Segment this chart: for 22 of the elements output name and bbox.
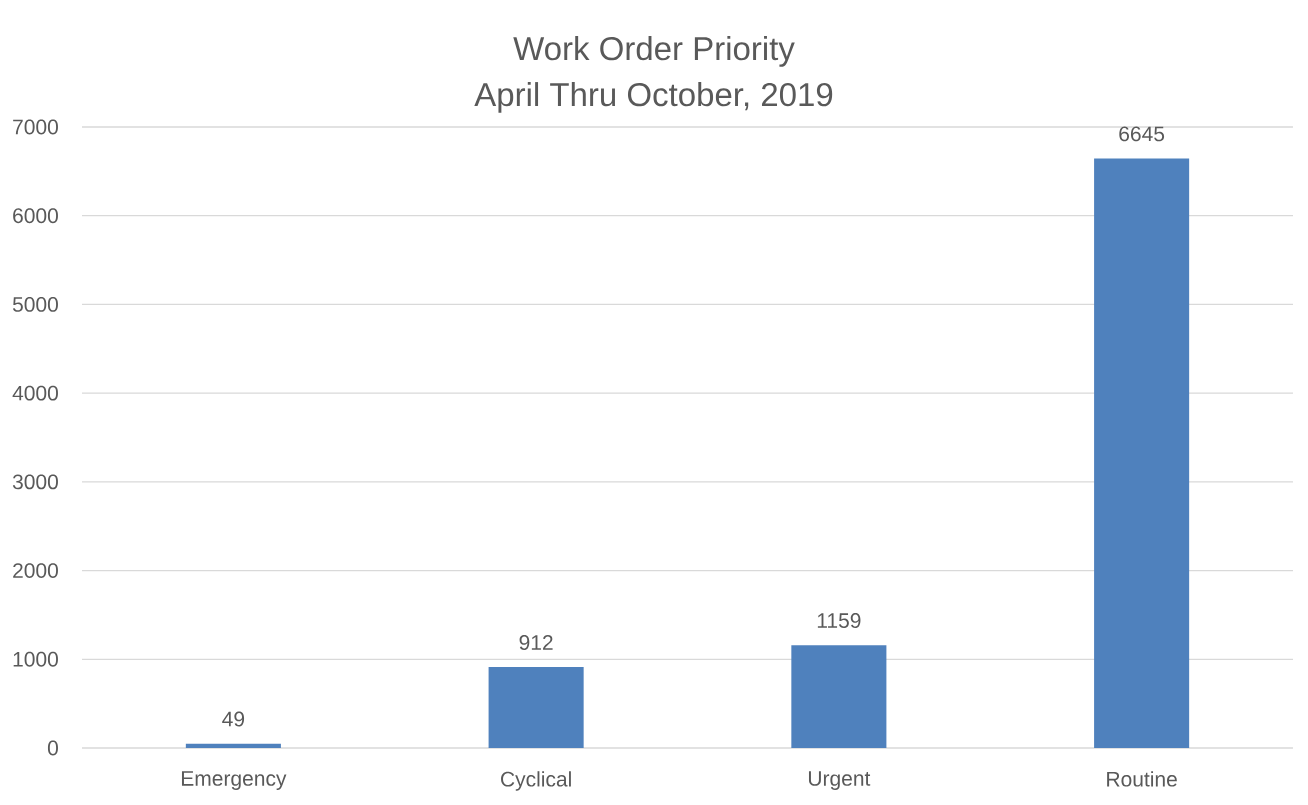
bar [488, 667, 584, 748]
x-tick-label: Routine [1107, 771, 1177, 787]
y-tick-label: 6000 [13, 208, 58, 224]
y-tick-label: 5000 [12, 297, 58, 312]
data-label: 1159 [817, 613, 861, 628]
y-tick-label: 1000 [13, 651, 58, 667]
x-tick-label: Cyclical [501, 771, 571, 791]
y-tick-label: 3000 [12, 474, 58, 490]
x-tick-label: Urgent [808, 771, 871, 791]
bar [185, 743, 281, 748]
chart-title: Work Order Priority [513, 36, 795, 67]
y-tick-label: 4000 [12, 385, 58, 401]
y-tick-label: 7000 [13, 119, 58, 135]
data-label: 49 [222, 711, 245, 727]
chart-subtitle: April Thru October, 2019 [474, 82, 833, 113]
data-label: 912 [519, 635, 553, 650]
x-tick-label: Emergency [181, 771, 287, 791]
y-tick-label: 0 [47, 740, 58, 756]
y-tick-label: 2000 [13, 563, 58, 578]
bar [791, 645, 887, 748]
data-label: 6645 [1119, 126, 1165, 142]
bar [1094, 158, 1190, 748]
